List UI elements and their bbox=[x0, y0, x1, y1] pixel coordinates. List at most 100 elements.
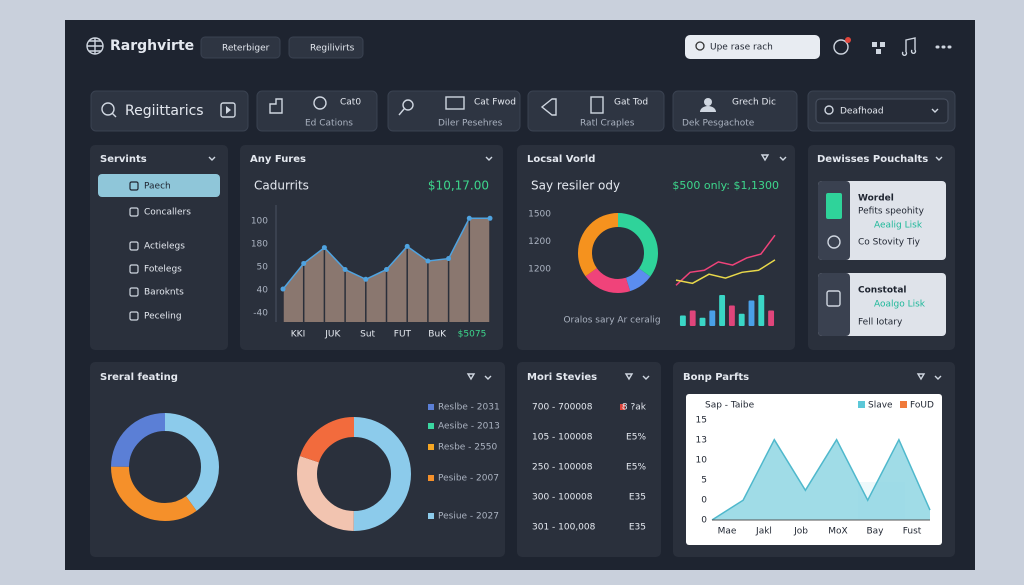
sidebar-icon bbox=[129, 311, 139, 321]
toolbar-card-title[interactable]: Cat Fwod bbox=[474, 98, 516, 108]
toolbar-card[interactable] bbox=[387, 90, 521, 132]
toolbar-card[interactable] bbox=[90, 90, 249, 132]
header-button[interactable] bbox=[288, 36, 364, 59]
chevron[interactable] bbox=[208, 156, 216, 161]
y-tick-label: 50 bbox=[257, 263, 269, 273]
bar bbox=[748, 300, 755, 326]
toolbar-card-caption: Diler Pesehres bbox=[438, 119, 503, 129]
sidebar-icon bbox=[129, 287, 139, 297]
bar bbox=[689, 310, 696, 326]
point bbox=[466, 215, 472, 221]
toolbar-card[interactable] bbox=[527, 90, 665, 132]
sidebar-item[interactable]: Baroknts bbox=[144, 288, 184, 298]
toolbar-card-title[interactable]: Grech Dic bbox=[732, 98, 776, 108]
toolbar-card-title[interactable]: Gat Tod bbox=[614, 98, 648, 108]
dropdown-label[interactable]: Deafhoad bbox=[840, 107, 884, 117]
panel-title: Bonp Parfts bbox=[683, 372, 749, 383]
toolbar-card[interactable] bbox=[256, 90, 378, 132]
line bbox=[675, 259, 776, 285]
toolbar-main[interactable]: Regiittarics bbox=[125, 103, 204, 119]
chart-total: $500 only: $1,1300 bbox=[672, 179, 779, 192]
header-button-label[interactable]: Regilivirts bbox=[310, 44, 355, 54]
sidebar-item[interactable]: Fotelegs bbox=[144, 265, 182, 275]
x-tick-label: KKI bbox=[291, 330, 305, 340]
legend-label: Slave bbox=[868, 401, 893, 411]
sidebar-item[interactable]: Peceling bbox=[144, 312, 182, 322]
line bbox=[675, 234, 776, 286]
x-tick-label: Fust bbox=[903, 527, 922, 537]
panel-title: Locsal Vorld bbox=[527, 154, 595, 165]
table-cell: 301 - 100,008 bbox=[532, 523, 596, 533]
header-button[interactable] bbox=[200, 36, 281, 59]
play-icon bbox=[226, 106, 231, 114]
y-tick-label: 1500 bbox=[528, 210, 551, 220]
chevron[interactable] bbox=[485, 156, 493, 161]
y-tick-label: -40 bbox=[253, 309, 268, 319]
panel-actions[interactable] bbox=[760, 154, 787, 162]
mic-icon bbox=[398, 108, 405, 116]
panel-title: Mori Stevies bbox=[527, 372, 597, 383]
logo: Rarghvirte bbox=[110, 38, 194, 54]
status-dot bbox=[620, 404, 625, 410]
x-tick-label: Sut bbox=[360, 330, 375, 340]
search-icon bbox=[111, 112, 117, 118]
legend-label: Pesibe - 2007 bbox=[438, 474, 499, 484]
bar bbox=[699, 317, 706, 326]
bar bbox=[719, 295, 726, 326]
dropdown[interactable] bbox=[815, 98, 949, 124]
point bbox=[363, 276, 369, 282]
music-icon[interactable] bbox=[901, 37, 917, 56]
sidebar-item[interactable]: Concallers bbox=[144, 208, 191, 218]
sidebar-icon bbox=[129, 241, 139, 251]
legend-label: Resbe - 2550 bbox=[438, 443, 497, 453]
x-tick-label: $5075 bbox=[458, 330, 487, 340]
panel-actions[interactable] bbox=[916, 373, 942, 381]
tag-icon bbox=[540, 98, 557, 116]
panel-actions[interactable] bbox=[624, 373, 650, 381]
panel-actions[interactable] bbox=[466, 373, 492, 381]
search-text[interactable]: Upe rase rach bbox=[710, 43, 773, 53]
table-cell: E5% bbox=[626, 433, 646, 443]
product-title: Constotal bbox=[858, 286, 907, 296]
search-icon bbox=[101, 102, 115, 116]
toolbar-card[interactable] bbox=[672, 90, 798, 132]
y-tick-label: 1200 bbox=[528, 265, 551, 275]
product-tag: Aealig Lisk bbox=[874, 221, 923, 231]
table-cell: 105 - 100008 bbox=[532, 433, 593, 443]
search-box[interactable] bbox=[685, 35, 820, 59]
legend-swatch bbox=[428, 513, 434, 519]
bar bbox=[768, 310, 775, 326]
donut-segment bbox=[578, 213, 658, 293]
point bbox=[342, 267, 348, 273]
users-icon bbox=[700, 106, 716, 112]
bar bbox=[709, 310, 716, 326]
search-icon bbox=[824, 105, 834, 115]
y-tick-label: 10 bbox=[696, 456, 708, 466]
chart-subtitle: Say resiler ody bbox=[531, 179, 620, 193]
point bbox=[425, 258, 431, 264]
legend-swatch bbox=[428, 404, 434, 410]
bar bbox=[728, 305, 735, 326]
product-card-side bbox=[818, 273, 850, 336]
sidebar-icon bbox=[129, 264, 139, 274]
point bbox=[487, 215, 493, 221]
toolbar-card-title[interactable]: Cat0 bbox=[340, 98, 361, 108]
sidebar-icon bbox=[129, 181, 139, 191]
chevron[interactable] bbox=[935, 156, 943, 161]
sidebar-item[interactable]: Paech bbox=[144, 182, 171, 192]
table-cell: E35 bbox=[629, 523, 646, 533]
point bbox=[301, 260, 307, 266]
legend-label: Aesibe - 2013 bbox=[438, 422, 500, 432]
alert-icon[interactable] bbox=[833, 39, 849, 55]
toolbar-card-caption: Dek Pesgachote bbox=[682, 119, 755, 129]
sidebar-item[interactable]: Actielegs bbox=[144, 242, 185, 252]
header-button-label[interactable]: Reterbiger bbox=[222, 44, 270, 54]
legend-label: FoUD bbox=[910, 401, 934, 411]
sidebar-selected bbox=[98, 174, 220, 197]
apps-icon[interactable] bbox=[872, 42, 885, 54]
play-icon[interactable] bbox=[220, 102, 236, 118]
panel-title: Sreral feating bbox=[100, 372, 178, 383]
donut-segment bbox=[297, 417, 411, 531]
